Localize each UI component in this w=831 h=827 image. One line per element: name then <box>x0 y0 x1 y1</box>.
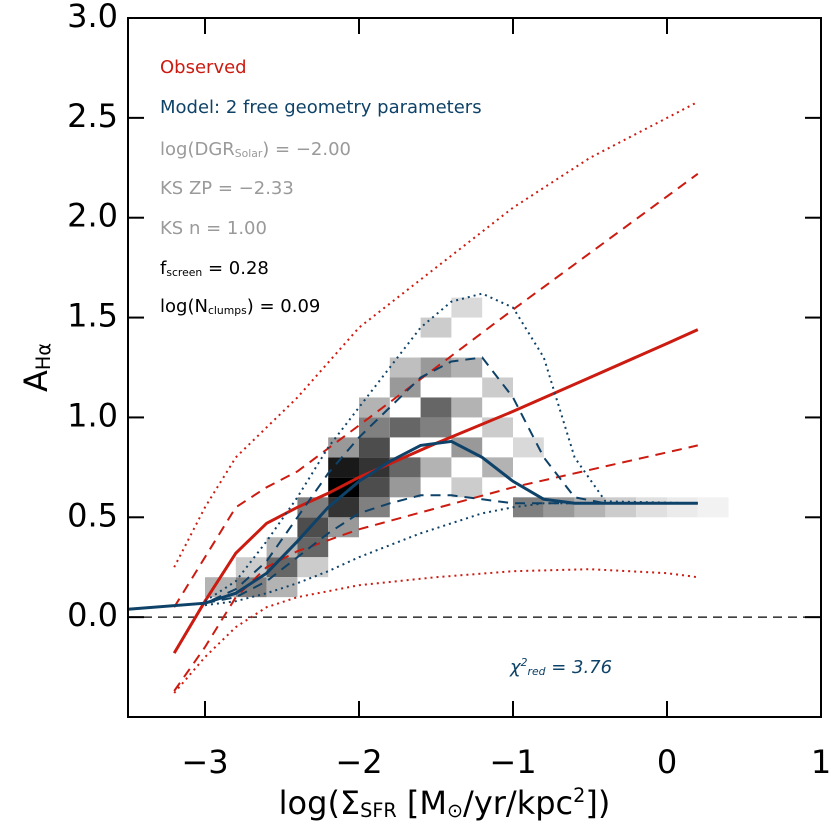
curve <box>173 568 698 694</box>
curve <box>204 494 698 605</box>
annotation: fscreen = 0.28 <box>160 258 269 279</box>
curve <box>172 328 699 654</box>
x-tick-label: −1 <box>489 743 536 781</box>
density-cell <box>297 537 329 558</box>
annotation-part: = 0.28 <box>202 258 269 279</box>
annotation-part: KS n = 1.00 <box>160 218 267 239</box>
density-cell <box>359 417 390 438</box>
annotation: log(Nclumps) = 0.09 <box>160 296 320 317</box>
curve <box>204 502 698 607</box>
density-cell <box>451 357 483 378</box>
annotation-part: f <box>160 258 167 279</box>
chi-annotation-part: = 3.76 <box>545 657 612 678</box>
annotation-part: clumps <box>208 304 247 317</box>
y-tick-label: 2.5 <box>67 97 118 135</box>
y-tick-label: 1.5 <box>67 297 118 335</box>
x-tick-label: 0 <box>657 743 677 781</box>
density-cell <box>451 397 483 418</box>
annotation: Model: 2 free geometry parameters <box>160 97 482 118</box>
density-cell <box>389 377 421 398</box>
density-cell <box>359 477 390 498</box>
x-axis-label: log(ΣSFR [M⊙/yr/kpc2]) <box>279 784 611 822</box>
chi-annotation-part: 2 <box>521 656 528 669</box>
annotation-part: Observed <box>160 57 247 78</box>
density-cell <box>420 317 452 338</box>
x-axis-label-part: ]) <box>585 784 610 822</box>
x-axis-label-part: [M <box>397 784 447 822</box>
annotation-part: ) = 0.09 <box>247 296 321 317</box>
y-tick-label: 0.5 <box>67 496 118 534</box>
x-axis-label-part: SFR <box>360 799 397 822</box>
density-cell <box>389 477 421 498</box>
y-tick-label: 2.0 <box>67 197 118 235</box>
annotation-part: ) = −2.00 <box>262 139 351 160</box>
annotation-part: KS ZP = −2.33 <box>160 178 294 199</box>
x-tick-label: −2 <box>335 743 382 781</box>
annotation-part: Solar <box>235 147 263 160</box>
density-cell <box>574 497 606 518</box>
density-cell <box>389 457 421 478</box>
chi-annotation-part: χ <box>509 657 522 678</box>
annotation: Observed <box>160 57 247 78</box>
annotation-part: log(DGR <box>160 139 235 160</box>
chi-annotation: χ2red = 3.76 <box>509 656 612 678</box>
density-cell <box>636 497 667 518</box>
density-cell <box>697 497 729 518</box>
y-axis-label-part: A <box>17 370 55 392</box>
density-cell <box>667 497 698 518</box>
density-cell <box>420 397 452 418</box>
y-axis-label: AHα <box>17 343 55 392</box>
density-cell <box>328 497 359 518</box>
density-cell <box>359 497 390 518</box>
y-tick-label: 0.0 <box>67 596 118 634</box>
curve <box>173 172 699 608</box>
x-axis-label-part: /yr/kpc <box>463 784 573 822</box>
density-cell <box>266 537 298 558</box>
density-cell <box>328 437 359 458</box>
annotation: KS ZP = −2.33 <box>160 178 294 199</box>
annotation: KS n = 1.00 <box>160 218 267 239</box>
x-tick-label: −3 <box>181 743 228 781</box>
x-axis-label-part: ⊙ <box>447 799 463 822</box>
density-cell <box>297 557 329 578</box>
annotation-part: log(N <box>160 296 208 317</box>
x-tick-label: 1 <box>811 743 831 781</box>
density-cell <box>605 497 637 518</box>
density-cell <box>266 557 298 578</box>
curve <box>127 439 698 611</box>
annotation-part: screen <box>166 266 202 279</box>
chi-annotation-part: red <box>528 665 546 678</box>
density-cell <box>420 457 452 478</box>
density-cell <box>482 417 513 438</box>
density-cell <box>513 437 544 458</box>
density-cell <box>451 477 483 498</box>
density-cell <box>359 437 390 458</box>
density-cell <box>389 417 421 438</box>
density-cell <box>328 457 359 478</box>
plot-frame <box>127 17 822 718</box>
density-cell <box>359 397 390 418</box>
density-cell <box>389 357 421 378</box>
density-cell <box>235 557 267 578</box>
x-axis-label-part: 2 <box>573 784 585 807</box>
annotation: log(DGRSolar) = −2.00 <box>160 139 351 160</box>
density-cell <box>482 377 513 398</box>
curve <box>127 356 698 611</box>
density-cell <box>513 497 544 518</box>
y-axis-label-part: Hα <box>32 343 55 370</box>
y-tick-label: 3.0 <box>67 0 118 35</box>
y-tick-label: 1.0 <box>67 396 118 434</box>
density-cell <box>420 417 452 438</box>
x-axis-label-part: log(Σ <box>279 784 360 822</box>
annotation-part: Model: 2 free geometry parameters <box>160 97 482 118</box>
density-cell <box>451 297 483 318</box>
